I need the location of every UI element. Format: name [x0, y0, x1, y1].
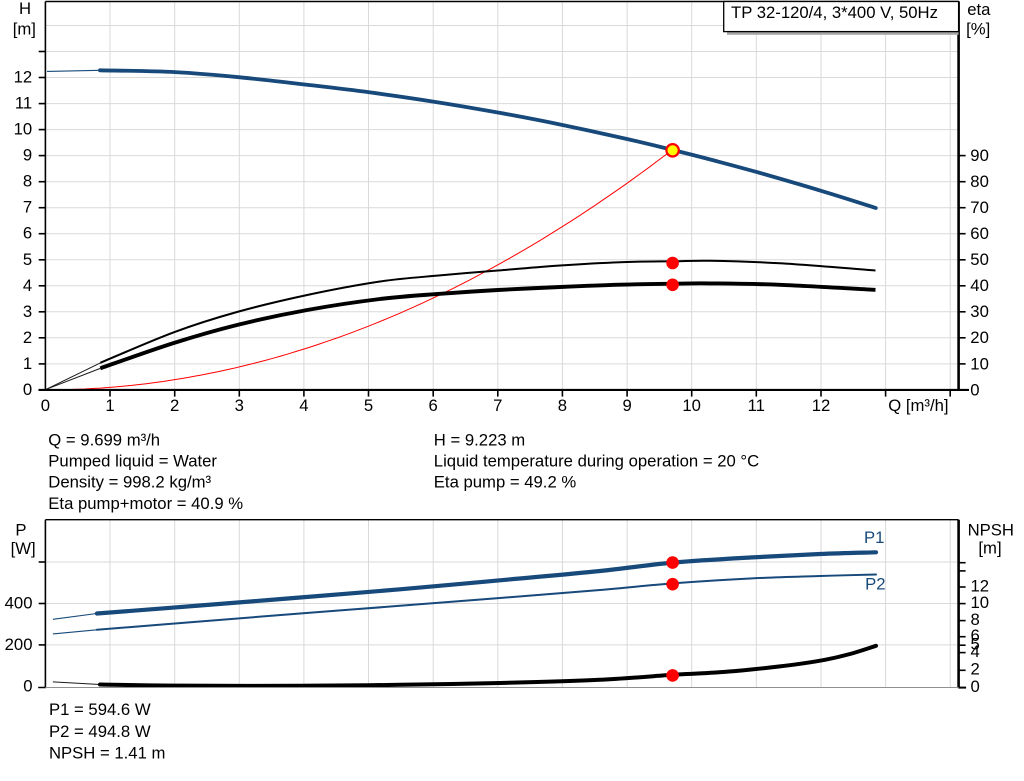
svg-text:10: 10 [970, 354, 989, 373]
svg-text:[W]: [W] [11, 539, 36, 558]
svg-text:0: 0 [41, 396, 50, 415]
svg-text:Eta pump = 49.2 %: Eta pump = 49.2 % [434, 473, 577, 492]
svg-text:0: 0 [23, 380, 32, 399]
svg-text:10: 10 [682, 396, 701, 415]
svg-text:7: 7 [23, 198, 32, 217]
svg-text:60: 60 [970, 224, 989, 243]
svg-text:[m]: [m] [13, 20, 36, 39]
svg-text:0: 0 [971, 677, 980, 696]
svg-text:P1 = 594.6 W: P1 = 594.6 W [49, 700, 151, 719]
svg-text:12: 12 [812, 396, 831, 415]
svg-text:4: 4 [299, 396, 308, 415]
svg-text:NPSH: NPSH [968, 520, 1014, 539]
svg-text:70: 70 [970, 198, 989, 217]
svg-text:[%]: [%] [966, 20, 990, 39]
svg-text:4: 4 [23, 276, 32, 295]
svg-text:TP 32-120/4, 3*400 V, 50Hz: TP 32-120/4, 3*400 V, 50Hz [731, 3, 938, 22]
svg-text:9: 9 [23, 146, 32, 165]
svg-text:80: 80 [970, 172, 989, 191]
svg-text:7: 7 [493, 396, 502, 415]
svg-text:3: 3 [23, 302, 32, 321]
svg-text:6: 6 [23, 224, 32, 243]
svg-text:9: 9 [622, 396, 631, 415]
svg-text:6: 6 [429, 396, 438, 415]
svg-text:8: 8 [558, 396, 567, 415]
svg-text:Liquid temperature during oper: Liquid temperature during operation = 20… [434, 452, 759, 471]
svg-text:Pumped liquid = Water: Pumped liquid = Water [48, 452, 217, 471]
svg-text:20: 20 [970, 328, 989, 347]
svg-text:6: 6 [971, 626, 980, 645]
svg-text:2: 2 [23, 328, 32, 347]
svg-text:Q [m³/h]: Q [m³/h] [888, 396, 948, 415]
svg-text:50: 50 [970, 250, 989, 269]
svg-text:1: 1 [105, 396, 114, 415]
svg-text:5: 5 [971, 635, 980, 654]
svg-text:11: 11 [15, 94, 32, 113]
svg-text:P2: P2 [865, 575, 885, 594]
svg-text:NPSH = 1.41 m: NPSH = 1.41 m [49, 744, 165, 763]
svg-text:10: 10 [971, 593, 990, 612]
svg-text:Q = 9.699 m³/h: Q = 9.699 m³/h [48, 431, 160, 450]
svg-text:5: 5 [23, 250, 32, 269]
svg-text:Eta pump+motor = 40.9 %: Eta pump+motor = 40.9 % [48, 494, 243, 513]
svg-text:H = 9.223 m: H = 9.223 m [434, 431, 525, 450]
svg-text:Density = 998.2 kg/m³: Density = 998.2 kg/m³ [48, 473, 211, 492]
svg-text:8: 8 [23, 172, 32, 191]
svg-text:eta: eta [967, 0, 991, 19]
svg-text:1: 1 [23, 354, 32, 373]
svg-text:8: 8 [971, 610, 980, 629]
svg-text:400: 400 [5, 593, 33, 612]
svg-text:P2 = 494.8 W: P2 = 494.8 W [49, 722, 151, 741]
svg-text:12: 12 [971, 576, 990, 595]
svg-text:[m]: [m] [978, 538, 1001, 557]
svg-text:0: 0 [23, 676, 32, 695]
svg-text:2: 2 [971, 660, 980, 679]
svg-text:10: 10 [14, 120, 33, 139]
svg-text:3: 3 [235, 396, 244, 415]
svg-text:0: 0 [970, 380, 979, 399]
svg-text:4: 4 [971, 642, 980, 661]
svg-text:P1: P1 [864, 528, 884, 547]
svg-text:30: 30 [970, 302, 989, 321]
svg-text:5: 5 [364, 396, 373, 415]
svg-text:H: H [19, 0, 31, 18]
svg-text:200: 200 [5, 635, 33, 654]
svg-text:12: 12 [14, 68, 33, 87]
svg-text:2: 2 [170, 396, 179, 415]
svg-text:11: 11 [748, 396, 765, 415]
svg-text:40: 40 [970, 276, 989, 295]
svg-text:P: P [15, 520, 26, 539]
svg-text:90: 90 [970, 146, 989, 165]
